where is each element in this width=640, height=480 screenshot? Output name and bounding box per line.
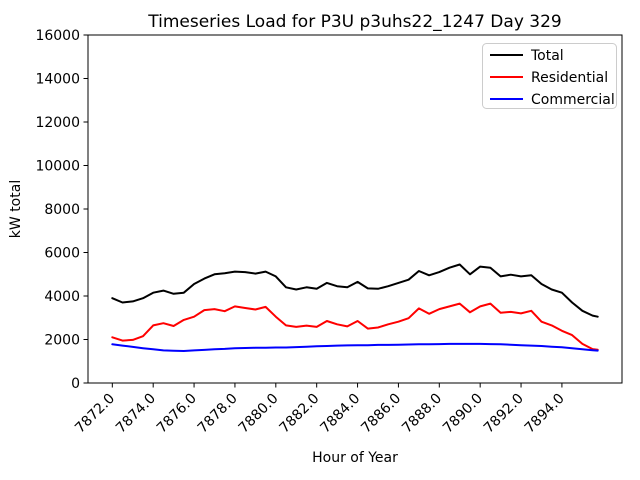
x-tick-label: 7876.0 [154,391,200,437]
legend-label-commercial: Commercial [531,92,615,108]
legend-box [482,43,617,109]
x-tick-label: 7880.0 [236,391,282,437]
series-commercial-line [111,342,599,352]
x-tick-label: 7878.0 [195,391,241,437]
series-residential-line [111,302,599,351]
y-tick-label: 6000 [44,246,80,262]
chart-title: Timeseries Load for P3U p3uhs22_1247 Day… [147,12,561,32]
y-tick-label: 10000 [35,159,80,175]
y-tick-label: 14000 [35,72,80,88]
series-total-line [111,263,599,318]
x-axis-ticks: 7872.07874.07876.07878.07880.07882.07884… [72,383,568,436]
y-tick-label: 16000 [35,28,80,44]
legend: Total Residential Commercial [482,43,617,109]
x-tick-label: 7882.0 [277,391,323,437]
x-tick-label: 7894.0 [522,391,568,437]
data-series [111,263,599,352]
y-tick-label: 12000 [35,115,80,131]
x-tick-label: 7884.0 [317,391,363,437]
x-tick-label: 7892.0 [481,391,527,437]
y-tick-label: 4000 [44,289,80,305]
x-tick-label: 7890.0 [440,391,486,437]
x-tick-label: 7888.0 [399,391,445,437]
y-tick-label: 0 [71,376,80,392]
y-axis-ticks: 0 2000 4000 6000 8000 10000 12000 14000 16000 [35,28,88,392]
y-tick-label: 8000 [44,202,80,218]
y-axis-label: kW total [8,180,24,238]
legend-label-residential: Residential [531,70,608,86]
x-tick-label: 7872.0 [72,391,118,437]
x-tick-label: 7886.0 [358,391,404,437]
legend-label-total: Total [530,48,564,64]
x-axis-label: Hour of Year [312,450,398,466]
y-tick-label: 2000 [44,333,80,349]
x-tick-label: 7874.0 [113,391,159,437]
